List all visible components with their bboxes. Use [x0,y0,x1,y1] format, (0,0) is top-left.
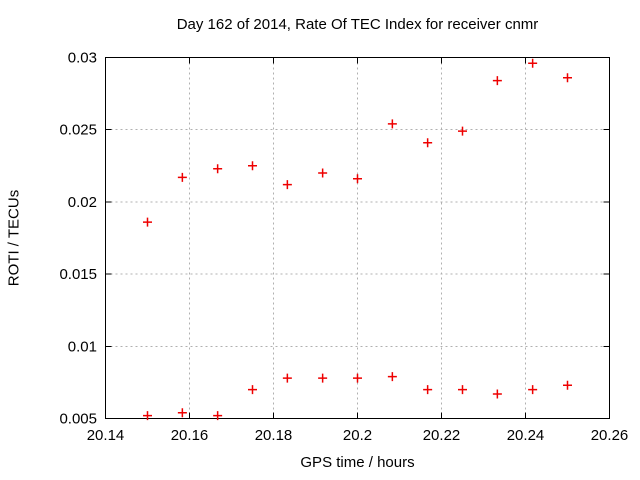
x-tick-label: 20.16 [171,427,209,444]
y-tick-label: 0.025 [59,122,97,139]
data-point-marker-lower-branch [282,373,292,383]
y-tick-label: 0.03 [68,50,97,67]
x-tick-label: 20.14 [87,427,125,444]
data-point-marker-upper-branch [458,126,467,136]
data-point-marker-upper-branch [423,138,433,148]
data-point-marker-lower-branch [458,385,467,395]
data-point-marker-upper-branch [387,119,397,129]
data-point-marker-lower-branch [177,408,187,418]
data-point-marker-upper-branch [213,164,223,174]
chart-title: Day 162 of 2014, Rate Of TEC Index for r… [176,16,539,33]
data-point-marker-upper-branch [143,217,152,227]
data-point-marker-upper-branch [563,73,572,83]
data-point-marker-upper-branch [492,76,502,86]
y-tick-label: 0.02 [68,194,97,211]
data-point-marker-lower-branch [423,385,433,395]
data-point-marker-lower-branch [213,411,223,421]
data-point-marker-upper-branch [248,161,257,171]
plot-border [105,57,610,419]
data-point-marker-upper-branch [177,172,187,182]
data-point-marker-lower-branch [248,385,257,395]
y-tick-label: 0.015 [59,266,97,283]
data-point-marker-lower-branch [492,389,502,399]
x-axis-label: GPS time / hours [300,454,415,471]
x-tick-label: 20.18 [255,427,293,444]
y-tick-label: 0.01 [68,338,97,355]
data-point-marker-lower-branch [528,385,538,395]
data-point-marker-lower-branch [143,411,152,421]
data-point-marker-upper-branch [282,180,292,190]
data-point-marker-upper-branch [353,174,362,184]
data-point-marker-lower-branch [318,373,328,383]
data-point-marker-upper-branch [528,58,538,68]
data-point-marker-lower-branch [353,373,362,383]
y-tick-label: 0.005 [59,411,97,428]
x-tick-label: 20.26 [591,427,629,444]
x-tick-label: 20.2 [343,427,372,444]
data-point-marker-lower-branch [563,380,572,390]
data-point-marker-lower-branch [387,372,397,382]
data-point-marker-upper-branch [318,168,328,178]
x-tick-label: 20.22 [423,427,461,444]
x-tick-label: 20.24 [507,427,545,444]
